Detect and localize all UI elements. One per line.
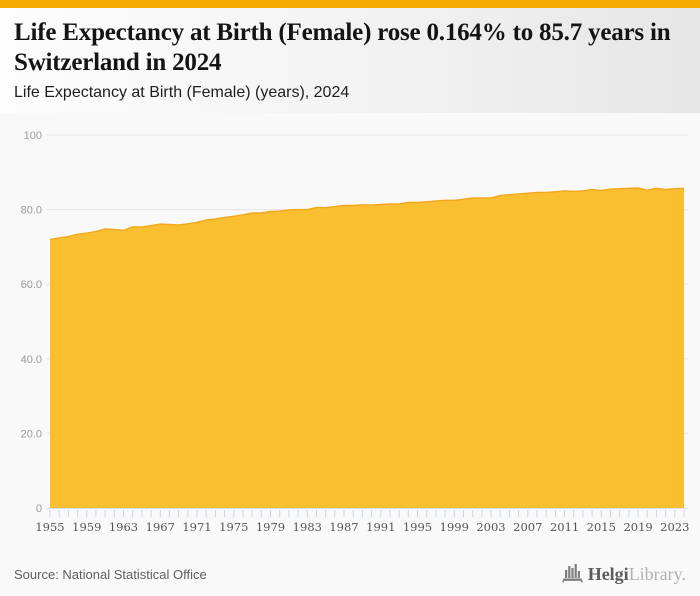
accent-topbar [0,0,700,8]
bar-chart-logo-icon [561,562,584,588]
svg-text:1955: 1955 [35,520,64,534]
svg-text:1979: 1979 [256,520,285,534]
svg-text:2003: 2003 [476,520,505,534]
logo-brand-light: Library. [628,564,686,584]
svg-text:2015: 2015 [587,520,616,534]
svg-text:2011: 2011 [550,520,579,534]
page-subtitle: Life Expectancy at Birth (Female) (years… [14,84,350,101]
svg-text:2019: 2019 [623,520,652,534]
svg-text:1987: 1987 [329,520,358,534]
svg-text:100: 100 [24,130,42,142]
svg-text:1995: 1995 [403,520,432,534]
source-label: Source: National Statistical Office [14,567,207,582]
svg-text:40.0: 40.0 [21,354,42,366]
svg-text:1975: 1975 [219,520,248,534]
svg-text:2007: 2007 [513,520,542,534]
svg-text:1983: 1983 [293,520,322,534]
helgi-library-logo[interactable]: HelgiLibrary. [561,562,686,588]
svg-text:1991: 1991 [366,520,395,534]
svg-text:2023: 2023 [660,520,689,534]
svg-text:0: 0 [36,503,42,515]
page-title: Life Expectancy at Birth (Female) rose 0… [14,19,671,76]
svg-text:1959: 1959 [72,520,101,534]
svg-text:20.0: 20.0 [21,428,42,440]
svg-text:1967: 1967 [146,520,175,534]
svg-text:80.0: 80.0 [21,205,42,217]
chart-area-container: 0 20.0 40.0 60.0 80.0 100 1955 1959 1963 1967 1971… [0,113,700,553]
svg-text:1963: 1963 [109,520,138,534]
svg-text:1999: 1999 [440,520,469,534]
logo-brand-bold: Helgi [587,564,629,584]
svg-text:60.0: 60.0 [21,279,42,291]
area-chart: 0 20.0 40.0 60.0 80.0 100 1955 1959 1963 1967 1971… [21,130,690,534]
chart-header: Life Expectancy at Birth (Female) rose 0… [0,8,700,113]
chart-footer: Source: National Statistical Office [0,553,700,596]
logo-wordmark: HelgiLibrary. [588,564,686,585]
svg-text:1971: 1971 [182,520,211,534]
